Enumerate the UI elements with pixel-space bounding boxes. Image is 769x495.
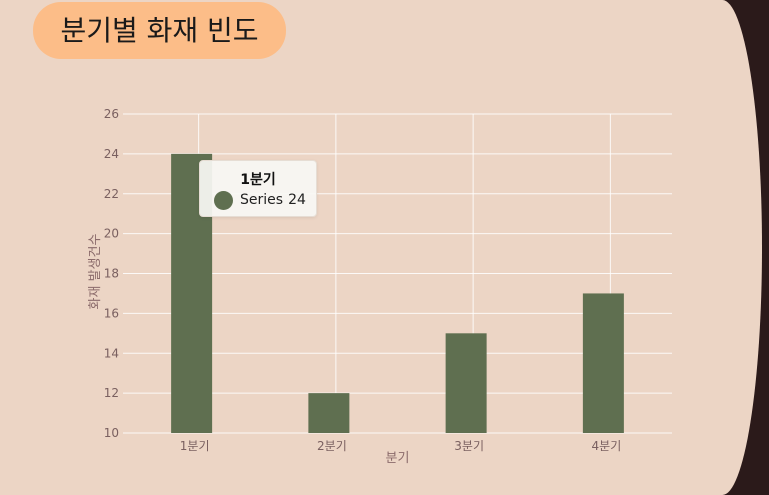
x-axis-title: 분기 <box>386 451 410 466</box>
x-tick-label: 4분기 <box>592 439 622 453</box>
bar-4[interactable] <box>582 293 624 433</box>
y-axis-ticks: 10 12 14 16 18 20 22 24 26 <box>104 107 119 440</box>
y-tick-label: 24 <box>104 147 119 161</box>
tooltip-title: 1분기 <box>240 172 276 188</box>
tooltip-value: 24 <box>288 192 306 208</box>
x-axis-ticks: 1분기 2분기 3분기 4분기 <box>180 439 621 453</box>
y-axis-title: 화재 발생건수 <box>88 234 103 310</box>
y-tick-label: 14 <box>104 346 119 360</box>
y-tick-label: 26 <box>104 107 119 121</box>
chart-title: 분기별 화재 빈도 <box>33 2 286 59</box>
horizontal-gridlines <box>123 113 672 434</box>
bar-3[interactable] <box>445 333 487 433</box>
x-tick-label: 3분기 <box>454 439 484 453</box>
y-tick-label: 20 <box>104 227 119 241</box>
bars <box>171 153 624 433</box>
tooltip-row: Series 24 <box>240 192 306 208</box>
x-tick-label: 1분기 <box>180 439 210 453</box>
y-tick-label: 16 <box>104 306 119 320</box>
bar-tooltip: 1분기 Series 24 <box>199 160 317 217</box>
tooltip-series-dot <box>214 191 233 210</box>
y-tick-label: 22 <box>104 187 119 201</box>
y-tick-label: 12 <box>104 386 119 400</box>
bar-2[interactable] <box>308 393 350 433</box>
y-tick-label: 18 <box>104 267 119 281</box>
x-tick-label: 2분기 <box>317 439 347 453</box>
y-tick-label: 10 <box>104 426 119 440</box>
tooltip-series-name: Series <box>240 192 284 208</box>
